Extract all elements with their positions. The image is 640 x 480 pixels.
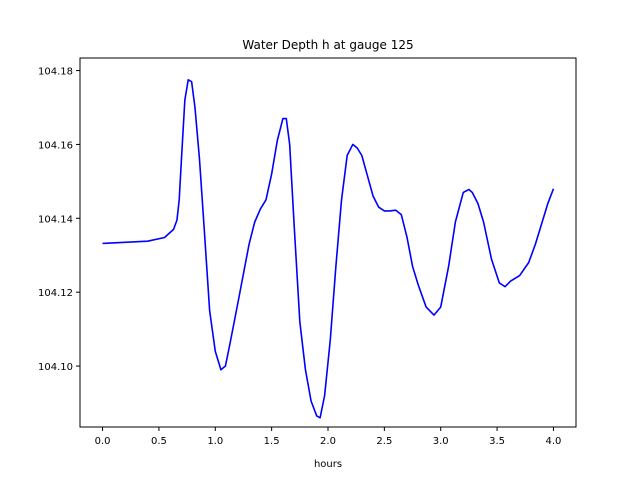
- y-tick-label: 104.14: [38, 214, 73, 225]
- y-tick-label: 104.12: [38, 288, 73, 299]
- x-tick-label: 1.0: [207, 436, 223, 447]
- y-tick-label: 104.18: [38, 67, 73, 78]
- x-tick-label: 4.0: [546, 436, 562, 447]
- x-tick-label: 2.0: [320, 436, 336, 447]
- x-tick-label: 2.5: [376, 436, 392, 447]
- plot-layer: [102, 78, 555, 419]
- y-tick-label: 104.10: [38, 362, 73, 373]
- x-axis-ticks: 0.0 0.5 1.0 1.5 2.0 2.5 3.0 3.5 4.0: [95, 427, 562, 447]
- x-tick-label: 3.0: [433, 436, 449, 447]
- x-tick-label: 0.0: [95, 436, 111, 447]
- x-tick-label: 1.5: [264, 436, 280, 447]
- x-tick-label: 3.5: [489, 436, 505, 447]
- x-tick-label: 0.5: [151, 436, 167, 447]
- x-axis-label: hours: [314, 459, 342, 470]
- series-line-0: [102, 78, 555, 419]
- y-tick-label: 104.16: [38, 140, 73, 151]
- y-axis-ticks: 104.10 104.12 104.14 104.16 104.18: [38, 67, 80, 373]
- chart-title: Water Depth h at gauge 125: [242, 38, 413, 52]
